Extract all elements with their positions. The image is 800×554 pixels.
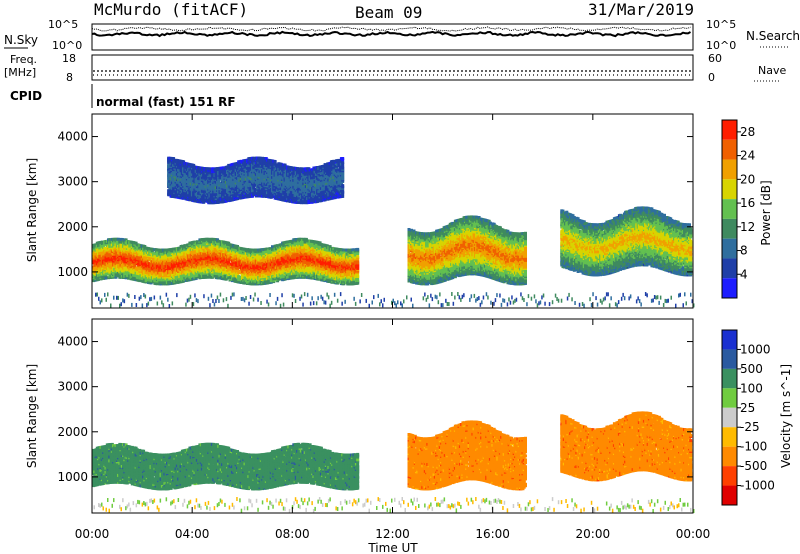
noise-sky-trace [92, 32, 691, 36]
noise-panel: N.Sky 10^5 10^0 10^5 10^0 N.Search [4, 18, 800, 52]
noise-tick-left-bottom: 10^0 [52, 39, 82, 52]
noise-left-label: N.Sky [4, 33, 38, 47]
noise-search-trace [92, 27, 691, 31]
freq-tick-bottom: 8 [66, 71, 73, 84]
date-label: 31/Mar/2019 [588, 0, 694, 19]
noise-tick-left-top: 10^5 [48, 18, 78, 31]
noise-right-label: N.Search [746, 29, 800, 43]
freq-panel-frame [92, 55, 693, 80]
freq-unit: [MHz] [4, 66, 36, 79]
noise-panel-frame [92, 24, 693, 50]
noise-tick-right-top: 10^5 [706, 18, 736, 31]
radar-title: McMurdo (fitACF) [94, 0, 248, 19]
noise-tick-right-bottom: 10^0 [706, 39, 736, 52]
cpid-value: normal (fast) 151 RF [96, 95, 236, 109]
cpid-label: CPID [10, 89, 42, 103]
echo-cell [151, 248, 154, 251]
nave-label: Nave [758, 64, 786, 77]
beam-label: Beam 09 [355, 3, 422, 22]
nave-tick-top: 60 [708, 52, 722, 65]
freq-panel: Freq. [MHz] 18 8 60 0 Nave [4, 52, 786, 84]
radar-figure: McMurdo (fitACF) Beam 09 31/Mar/2019 N.S… [0, 0, 800, 554]
freq-tick-top: 18 [62, 52, 76, 65]
freq-label: Freq. [10, 53, 37, 66]
nave-tick-bottom: 0 [708, 71, 715, 84]
